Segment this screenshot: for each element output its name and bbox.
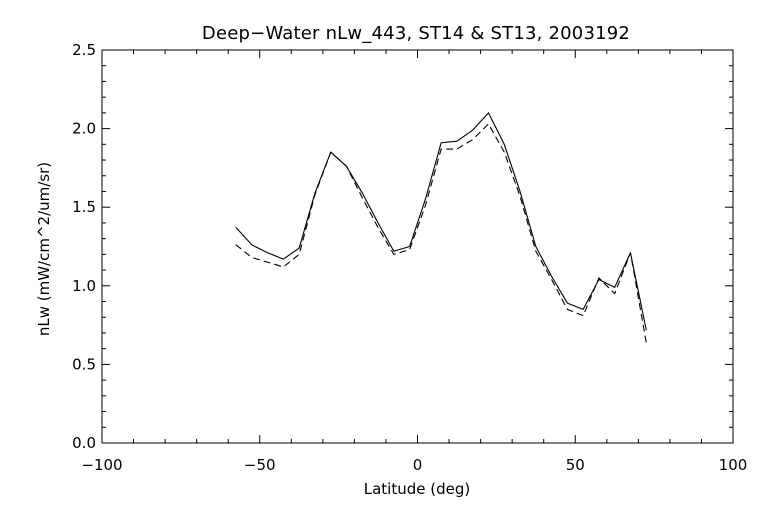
x-tick-label: −50 (244, 456, 276, 474)
series-line-solid (235, 112, 647, 331)
x-tick-label: 100 (719, 456, 748, 474)
x-tick-label: −100 (81, 456, 122, 474)
y-tick-label: 0.0 (72, 434, 96, 452)
y-axis: 0.0 0.5 1.0 1.5 2.0 2.5 (72, 41, 733, 452)
y-tick-label: 0.5 (72, 355, 96, 373)
x-tick-label: 0 (413, 456, 423, 474)
y-axis-label: nLw (mW/cm^2/um/sr) (35, 162, 53, 336)
y-tick-label: 1.5 (72, 198, 96, 216)
x-axis-label: Latitude (deg) (364, 480, 470, 498)
y-tick-label: 2.0 (72, 120, 96, 138)
series-line-dashed (235, 123, 647, 343)
plot-frame (101, 49, 734, 444)
x-axis: −100 −50 0 50 100 (81, 50, 747, 474)
y-tick-label: 2.5 (72, 41, 96, 59)
series-layer (235, 112, 647, 343)
plot-area (101, 49, 734, 444)
x-tick-label: 50 (566, 456, 585, 474)
y-tick-label: 1.0 (72, 277, 96, 295)
chart-title: Deep−Water nLw_443, ST14 & ST13, 2003192 (202, 23, 630, 44)
